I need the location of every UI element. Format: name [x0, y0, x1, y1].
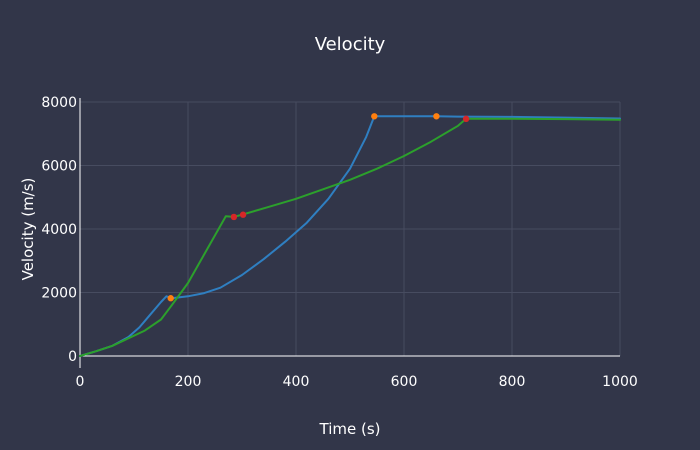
event-marker: [371, 113, 378, 120]
x-tick-label: 600: [391, 374, 418, 390]
x-tick-label: 200: [175, 374, 202, 390]
series-line-2: [79, 117, 621, 357]
axes: [79, 98, 620, 368]
y-tick-label: 6000: [41, 159, 77, 175]
event-marker: [167, 295, 174, 302]
event-marker: [433, 113, 440, 120]
x-tick-labels: 0 200 400 600 800 1000: [76, 374, 638, 390]
y-axis-label: Velocity (m/s): [19, 178, 37, 281]
grid: [80, 101, 621, 356]
y-tick-label: 2000: [41, 286, 77, 302]
y-tick-label: 8000: [41, 95, 77, 111]
x-tick-label: 1000: [602, 374, 638, 390]
y-tick-label: 0: [68, 349, 77, 365]
x-axis-label: Time (s): [319, 420, 381, 438]
x-tick-label: 400: [283, 374, 310, 390]
event-marker: [239, 211, 247, 218]
chart-title: Velocity: [315, 34, 386, 55]
event-markers: [167, 113, 470, 302]
y-tick-label: 4000: [41, 222, 77, 238]
event-marker: [230, 213, 238, 221]
event-marker: [462, 115, 470, 123]
series-line-1: [79, 115, 621, 357]
series-lines: [79, 115, 621, 357]
y-tick-labels: 0 2000 4000 6000 8000: [41, 95, 77, 365]
x-tick-label: 800: [499, 374, 526, 390]
x-tick-label: 0: [76, 374, 85, 390]
